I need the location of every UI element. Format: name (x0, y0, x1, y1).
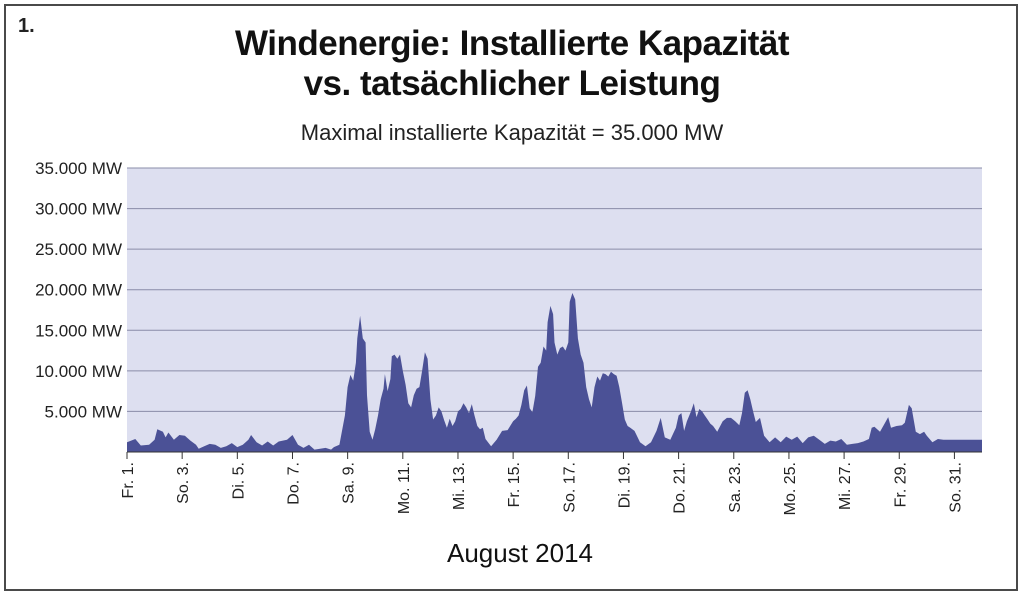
x-tick-label: Sa. 9. (341, 462, 358, 504)
y-tick-label: 5.000 MW (45, 402, 122, 421)
y-axis-ticks: 5.000 MW 10.000 MW 15.000 MW 20.000 MW 25.00… (35, 159, 122, 421)
figure-label: 1. (18, 15, 35, 37)
x-tick-label: So. 17. (561, 462, 578, 513)
x-axis-label: August 2014 (446, 538, 593, 568)
x-tick-label: Mo. 25. (782, 462, 799, 515)
x-tick-label: Fr. 15. (506, 462, 523, 507)
y-tick-label: 15.000 MW (35, 321, 122, 340)
x-tick-label: Mo. 11. (396, 462, 413, 514)
chart-subtitle: Maximal installierte Kapazität = 35.000 … (300, 120, 724, 145)
y-tick-label: 25.000 MW (35, 240, 122, 259)
x-tick-label: Di. 5. (230, 462, 247, 499)
x-tick-label: Mi. 13. (451, 462, 468, 510)
y-tick-label: 35.000 MW (35, 159, 122, 178)
chart-title-line-2: vs. tatsächlicher Leistung (303, 64, 721, 103)
chart-title: Windenergie: Installierte Kapazität vs. … (0, 24, 1024, 104)
x-tick-label: Mi. 27. (837, 462, 854, 510)
chart-title-line-1: Windenergie: Installierte Kapazität (235, 24, 789, 63)
x-tick-label: Fr. 29. (892, 462, 909, 507)
x-tick-label: So. 3. (175, 462, 192, 504)
wind-output-area (127, 293, 982, 452)
x-tick-label: Sa. 23. (727, 462, 744, 513)
y-tick-label: 10.000 MW (35, 362, 122, 381)
gridlines (127, 167, 982, 412)
x-tick-label: Di. 19. (616, 462, 633, 508)
x-tick-label: So. 31. (947, 462, 964, 513)
x-tick-label: Do. 7. (285, 462, 302, 505)
y-tick-label: 30.000 MW (35, 200, 122, 219)
x-tick-label: Do. 21. (672, 462, 689, 514)
x-axis-ticks: Fr. 1. So. 3. Di. 5. Do. 7. Sa. 9. Mo. 11. Mi.… (120, 452, 964, 515)
y-tick-label: 20.000 MW (35, 281, 122, 300)
x-tick-label: Fr. 1. (120, 462, 137, 498)
